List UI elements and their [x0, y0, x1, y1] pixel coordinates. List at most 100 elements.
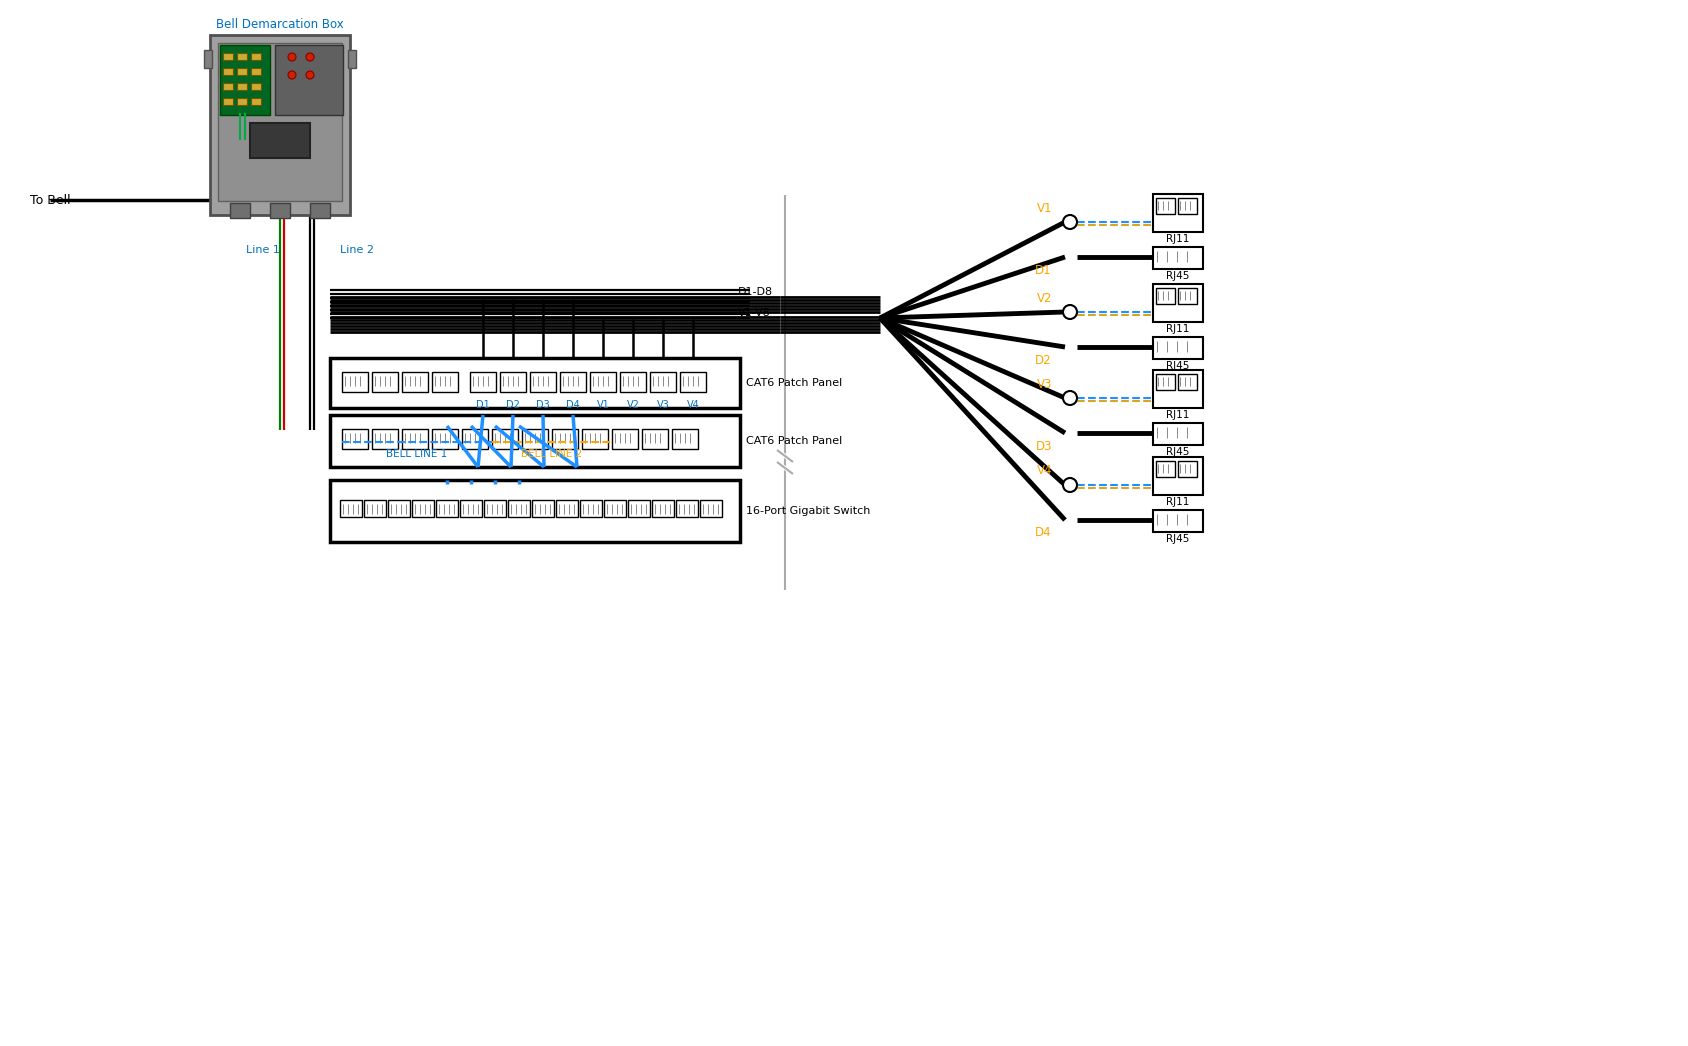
Circle shape [289, 53, 295, 61]
Bar [436, 500, 457, 517]
Bar [650, 372, 675, 392]
Text: D4: D4 [1035, 526, 1052, 540]
Bar [250, 123, 311, 158]
Bar [311, 203, 329, 218]
Bar [252, 83, 262, 90]
Text: D4: D4 [565, 400, 581, 410]
Text: D3: D3 [537, 400, 550, 410]
Text: V3: V3 [1036, 378, 1052, 390]
Text: RJ11: RJ11 [1166, 497, 1190, 507]
Bar [432, 429, 457, 449]
Bar [491, 429, 518, 449]
Text: RJ45: RJ45 [1166, 361, 1190, 371]
Bar [461, 500, 483, 517]
Text: D2: D2 [1035, 354, 1052, 366]
Bar [236, 68, 246, 75]
Text: To Bell: To Bell [30, 194, 71, 206]
Bar [522, 429, 549, 449]
Bar [371, 372, 398, 392]
Text: V2: V2 [1036, 292, 1052, 304]
Text: CAT6 Patch Panel: CAT6 Patch Panel [746, 378, 842, 388]
Text: V2: V2 [626, 400, 640, 410]
Bar [484, 500, 506, 517]
Bar [230, 203, 250, 218]
Bar [613, 429, 638, 449]
Bar [672, 429, 699, 449]
Bar [218, 43, 343, 201]
Text: D3: D3 [1035, 439, 1052, 453]
Bar [412, 500, 434, 517]
Text: Line 1: Line 1 [246, 245, 280, 255]
Circle shape [1063, 215, 1077, 229]
Text: RJ11: RJ11 [1166, 234, 1190, 244]
Bar [469, 372, 496, 392]
Text: CAT6 Patch Panel: CAT6 Patch Panel [746, 436, 842, 446]
Bar [223, 98, 233, 105]
Text: BELL LINE 1: BELL LINE 1 [387, 449, 447, 459]
Bar [371, 429, 398, 449]
Bar [343, 429, 368, 449]
Bar [339, 500, 361, 517]
Bar [463, 429, 488, 449]
Bar [500, 372, 527, 392]
Text: Bell Demarcation Box: Bell Demarcation Box [216, 19, 344, 31]
Circle shape [1063, 478, 1077, 492]
Bar [1153, 423, 1204, 445]
Bar [329, 480, 739, 542]
Bar [1178, 374, 1197, 390]
Circle shape [306, 71, 314, 79]
Text: RJ45: RJ45 [1166, 271, 1190, 281]
Bar [628, 500, 650, 517]
Bar [1156, 461, 1175, 477]
Bar [652, 500, 674, 517]
Circle shape [306, 53, 314, 61]
Bar [402, 429, 429, 449]
Bar [1153, 370, 1204, 408]
Bar [641, 429, 668, 449]
Bar [252, 68, 262, 75]
Bar [1153, 510, 1204, 532]
Bar [348, 50, 356, 68]
Bar [604, 500, 626, 517]
Bar [252, 98, 262, 105]
Bar [675, 500, 699, 517]
Bar [530, 372, 555, 392]
Circle shape [289, 71, 295, 79]
Bar [236, 98, 246, 105]
Bar [402, 372, 429, 392]
Bar [532, 500, 554, 517]
Bar [329, 415, 739, 467]
Bar [275, 45, 343, 115]
Bar [1156, 374, 1175, 390]
Bar [560, 372, 586, 392]
Bar [223, 83, 233, 90]
Bar [252, 53, 262, 60]
Text: D1: D1 [1035, 264, 1052, 276]
Bar [591, 372, 616, 392]
Bar [1178, 288, 1197, 304]
Bar [270, 203, 290, 218]
Bar [1153, 457, 1204, 495]
Bar [1153, 285, 1204, 322]
Bar [223, 53, 233, 60]
Bar [1178, 461, 1197, 477]
Circle shape [1063, 391, 1077, 405]
Text: D1: D1 [476, 400, 490, 410]
Bar [236, 53, 246, 60]
Bar [209, 35, 349, 215]
Bar [508, 500, 530, 517]
Bar [1153, 337, 1204, 359]
Bar [1153, 247, 1204, 269]
Text: Line 2: Line 2 [339, 245, 375, 255]
Bar [432, 372, 457, 392]
Text: BELL LINE 2: BELL LINE 2 [522, 449, 582, 459]
Bar [219, 45, 270, 115]
Text: 16-Port Gigabit Switch: 16-Port Gigabit Switch [746, 506, 871, 516]
Bar [552, 429, 577, 449]
Bar [680, 372, 706, 392]
Bar [1156, 288, 1175, 304]
Bar [365, 500, 387, 517]
Bar [329, 358, 739, 408]
Bar [619, 372, 647, 392]
Bar [1153, 194, 1204, 232]
